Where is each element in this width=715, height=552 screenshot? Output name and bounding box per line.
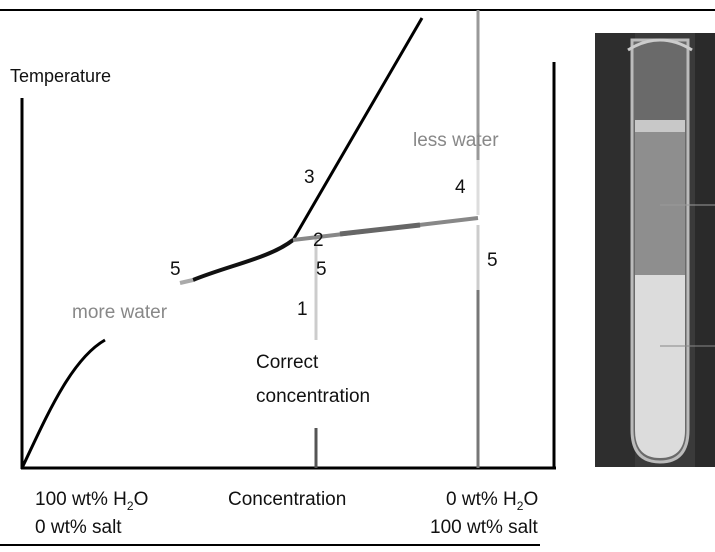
test-tube-photo [595, 33, 715, 467]
point-label: 4 [455, 177, 466, 198]
right-end-label: 100 wt% salt [430, 517, 538, 538]
solubility-curve [291, 17, 424, 241]
x-axis-label: Concentration [228, 489, 346, 510]
point-label: 2 [313, 230, 324, 251]
text: 0 wt% H [446, 489, 517, 510]
annotation: Correct [256, 352, 319, 373]
eutectic-line [339, 222, 421, 237]
right-end-label: 0 wt% H2O [446, 489, 538, 513]
point-label: 5 [316, 259, 327, 280]
text: 2 [517, 499, 524, 513]
text: 100 wt% H [35, 489, 127, 510]
text: O [134, 489, 149, 510]
point-label: 1 [297, 299, 308, 320]
point-label: 5 [170, 259, 181, 280]
liquidus-curve [192, 238, 295, 282]
ice-curve [20, 338, 106, 469]
text: O [523, 489, 538, 510]
left-end-label: 0 wt% salt [35, 517, 122, 538]
liquidus-curve [179, 278, 194, 285]
y-axis-label: Temperature [10, 66, 111, 86]
annotation: concentration [256, 386, 370, 407]
point-label: 5 [487, 250, 498, 271]
left-end-label: 100 wt% H2O [35, 489, 148, 513]
annotation: less water [413, 130, 499, 151]
text: 2 [127, 499, 134, 513]
annotation: more water [72, 302, 168, 323]
point-label: 3 [304, 167, 315, 188]
